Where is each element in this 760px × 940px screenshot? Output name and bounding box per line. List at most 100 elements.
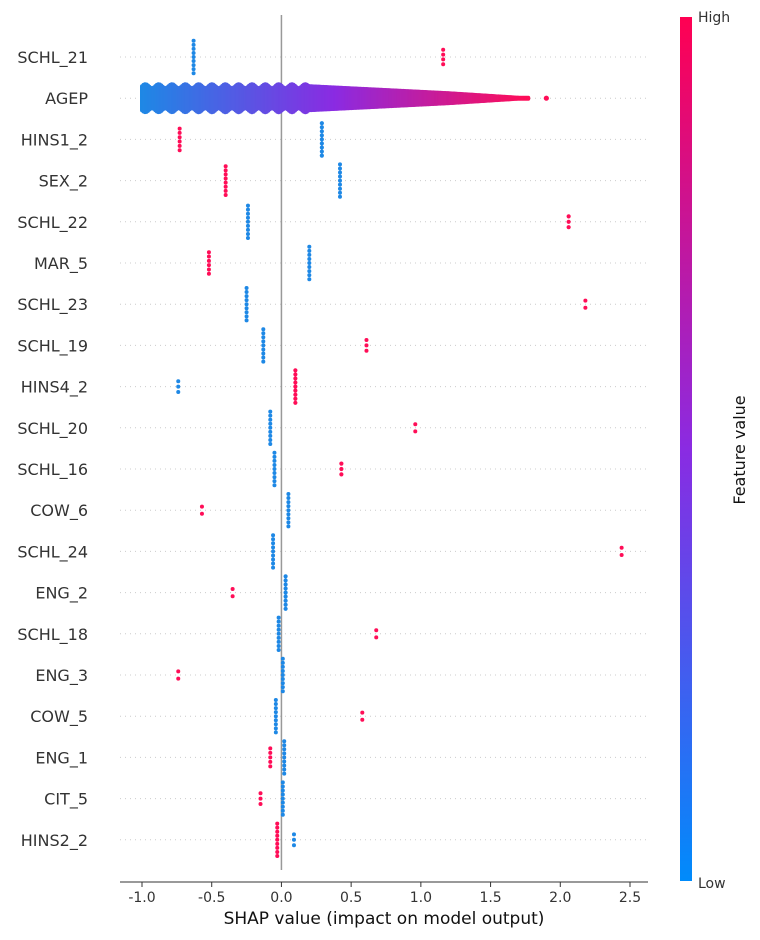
data-point [223, 168, 228, 173]
data-point [272, 467, 277, 471]
data-point [199, 504, 204, 509]
data-point [276, 643, 281, 648]
data-point [223, 184, 228, 189]
data-point [275, 849, 280, 854]
feature-label: SCHL_20 [17, 419, 88, 439]
data-point [293, 376, 298, 381]
data-point [177, 139, 182, 144]
data-point [441, 62, 446, 67]
data-point [273, 702, 278, 707]
data-point [177, 143, 182, 148]
data-point [177, 148, 182, 153]
data-point [272, 454, 277, 459]
data-point [283, 602, 288, 607]
data-point [276, 615, 281, 620]
data-point [268, 755, 273, 760]
data-point [245, 236, 250, 240]
data-point [319, 141, 324, 146]
data-point [280, 808, 285, 813]
data-point [268, 421, 273, 426]
data-point [268, 417, 273, 422]
data-point [272, 483, 277, 488]
data-point [374, 635, 379, 640]
feature-label: MAR_5 [34, 254, 88, 274]
data-point [177, 126, 182, 131]
data-point [280, 685, 285, 690]
data-point [319, 137, 324, 142]
data-point [261, 359, 266, 364]
feature-label: HINS1_2 [21, 130, 88, 150]
data-point [413, 429, 418, 434]
data-point [282, 767, 287, 772]
x-tick-label: 0.5 [340, 890, 362, 906]
data-point [293, 388, 298, 393]
data-point [339, 472, 344, 477]
feature-label: SCHL_18 [17, 625, 88, 645]
data-point [280, 689, 285, 694]
data-point [566, 225, 571, 230]
data-point [280, 660, 285, 665]
data-point [276, 623, 281, 628]
data-point [271, 553, 276, 558]
data-point [280, 677, 285, 682]
data-point [261, 331, 266, 336]
feature-label: SCHL_24 [17, 542, 88, 562]
data-point [280, 784, 285, 789]
data-point [273, 706, 278, 711]
feature-label: COW_6 [30, 501, 88, 521]
data-point [283, 582, 288, 587]
data-point [280, 673, 285, 677]
data-point [337, 170, 342, 175]
feature-label: SEX_2 [39, 172, 88, 192]
feature-label: HINS2_2 [21, 831, 88, 851]
data-point [583, 298, 588, 303]
data-point [280, 800, 285, 805]
data-point [337, 194, 342, 199]
data-point [272, 475, 277, 480]
data-point [307, 265, 312, 270]
x-axis: -1.0 -0.5 0.0 0.5 1.0 1.5 2.0 2.5 SHAP value (i… [120, 881, 648, 929]
feature-label: ENG_1 [35, 748, 88, 768]
data-point [176, 669, 181, 674]
colorbar: High Low Feature value [680, 10, 749, 892]
data-point [261, 351, 266, 356]
data-point [283, 590, 288, 595]
x-tick-label: 2.0 [549, 890, 571, 906]
data-point [286, 516, 291, 521]
data-point [286, 512, 291, 517]
data-point [272, 462, 277, 467]
data-point [319, 145, 324, 150]
data-point [244, 294, 249, 299]
data-point [268, 750, 273, 755]
data-point [191, 42, 196, 47]
data-point [276, 635, 281, 640]
data-point [271, 561, 276, 566]
data-point [282, 751, 287, 756]
data-point [339, 466, 344, 472]
data-point [258, 791, 263, 796]
data-point [223, 180, 228, 185]
feature-label: SCHL_22 [17, 213, 88, 233]
feature-label: AGEP [45, 89, 88, 108]
data-point [223, 172, 228, 177]
data-point [364, 343, 369, 348]
colorbar-title: Feature value [730, 395, 749, 504]
data-point [268, 764, 273, 769]
data-point [337, 178, 342, 183]
data-point [223, 188, 228, 193]
data-point [273, 698, 278, 702]
x-tick-label: 1.5 [479, 890, 501, 906]
colorbar-gradient [680, 17, 692, 881]
data-point [286, 500, 291, 505]
data-point [283, 586, 288, 591]
data-point [291, 843, 296, 848]
x-ticks: -1.0 -0.5 0.0 0.5 1.0 1.5 2.0 2.5 [128, 882, 641, 906]
data-point [283, 574, 288, 579]
data-point [261, 343, 266, 348]
data-point [272, 450, 277, 455]
data-point [271, 565, 276, 570]
data-point [206, 267, 211, 272]
data-point [244, 290, 249, 295]
x-tick-label: 0.0 [270, 890, 292, 906]
